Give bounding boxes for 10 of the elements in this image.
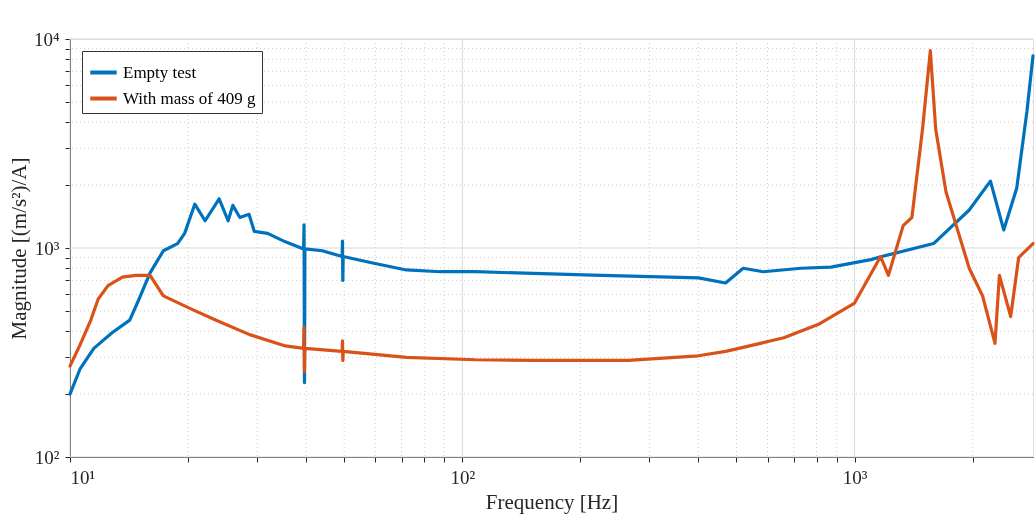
y-tick-label: 10³ (34, 237, 60, 259)
x-axis-title: Frequency [Hz] (485, 489, 619, 514)
x-tick-label: 10¹ (70, 466, 96, 488)
x-tick-label: 10² (450, 466, 476, 488)
legend-label: Empty test (123, 62, 197, 82)
legend-label: With mass of 409 g (123, 88, 256, 108)
y-tick-label: 10⁴ (33, 28, 60, 50)
y-axis-title: Magnitude [(m/s²)/A] (6, 157, 31, 340)
x-tick-label: 10³ (842, 466, 868, 488)
y-tick-label: 10² (34, 446, 60, 468)
